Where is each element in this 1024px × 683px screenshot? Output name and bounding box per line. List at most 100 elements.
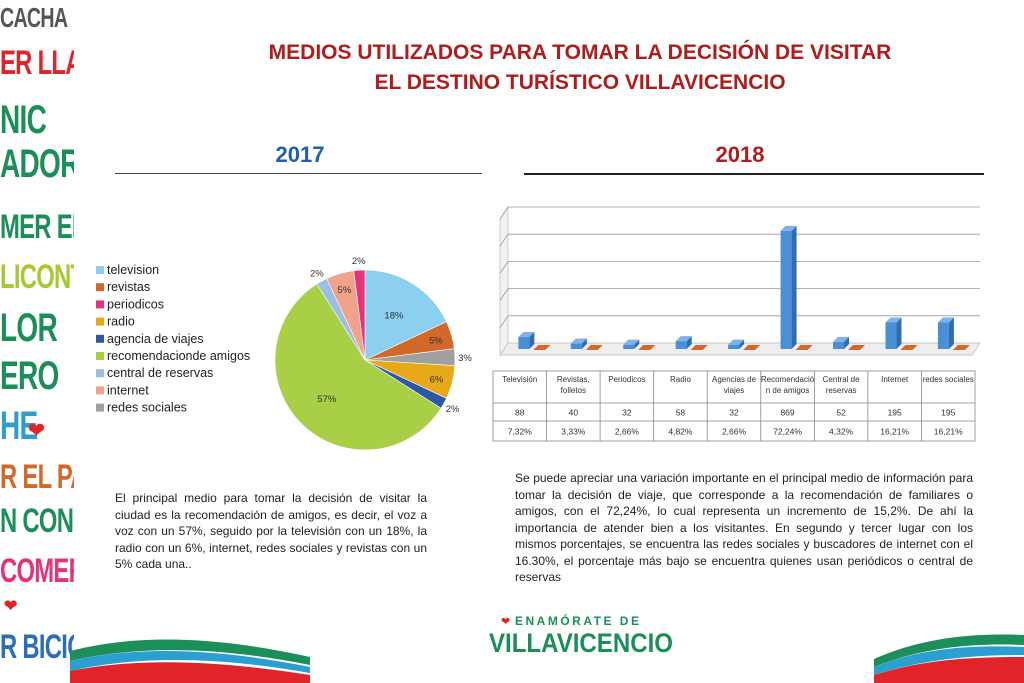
bar-side — [529, 332, 535, 349]
bar-top — [833, 336, 850, 342]
pie-slice — [364, 269, 447, 361]
legend-swatch — [96, 317, 104, 326]
bar-secondary — [585, 345, 603, 350]
logo: ❤ ENAMÓRATE DE VILLAVICENCIO — [489, 613, 673, 658]
decor-word: CACHA — [0, 2, 68, 33]
bar-chart-2018: Televisión 88 7,32% Revistas, folletos 40 3,33… — [492, 205, 981, 442]
bar-side — [948, 317, 954, 349]
logo-bottom-text: VILLAVICENCIO — [489, 628, 673, 658]
bar — [885, 322, 897, 349]
legend-label: television — [107, 263, 159, 277]
bar — [833, 341, 845, 349]
percent-label: 7,32% — [508, 427, 533, 437]
pie-data-label: 3% — [458, 353, 472, 364]
decor-word: LOR — [0, 306, 58, 350]
gridline-side — [499, 233, 509, 247]
bar-top — [937, 317, 954, 323]
legend-swatch — [96, 403, 104, 412]
decor-word: HE — [0, 404, 38, 448]
decor-word: ER LLAN — [0, 44, 74, 82]
bar-top — [728, 339, 745, 345]
value-label: 32 — [622, 408, 632, 418]
bar-top — [623, 339, 640, 345]
legend-label: recomendacionde amigos — [107, 349, 250, 363]
bar-top — [780, 225, 797, 231]
category-label: Central de reservas — [823, 375, 860, 395]
bar-top — [570, 338, 587, 344]
decor-word: MER EL F — [0, 208, 74, 246]
bar-side — [844, 336, 850, 349]
gridline-side — [499, 261, 509, 274]
bar-side — [634, 339, 640, 349]
logo-top-text: ENAMÓRATE DE — [515, 613, 641, 628]
bar-top — [675, 336, 692, 342]
pie-data-label: 2% — [446, 404, 460, 415]
legend-swatch — [96, 334, 104, 343]
category-label: Internet — [881, 375, 909, 384]
decor-word: R BICIC — [0, 628, 74, 666]
percent-label: 2,66% — [615, 427, 640, 437]
legend-swatch — [96, 266, 104, 274]
category-label: Radio — [670, 375, 691, 384]
bar — [675, 341, 687, 349]
pie-data-label: 6% — [430, 374, 444, 385]
percent-label: 72,24% — [773, 427, 802, 437]
legend-swatch — [96, 283, 104, 292]
percent-label: 4,32% — [829, 427, 854, 437]
bar — [937, 322, 949, 349]
bar — [518, 337, 530, 349]
bar-side — [791, 225, 797, 349]
legend-label: radio — [107, 315, 135, 329]
legend-label: periodicos — [107, 297, 164, 311]
percent-label: 2,66% — [722, 427, 747, 437]
heart-icon: ❤ — [28, 420, 45, 442]
legend-label: agencia de viajes — [107, 332, 204, 346]
decor-word: LICONT — [0, 258, 74, 296]
legend-swatch — [96, 352, 104, 360]
description-2017: El principal medio para tomar la decisió… — [115, 491, 427, 571]
divider-2017 — [115, 173, 482, 174]
gridline-side — [499, 315, 509, 329]
category-label: Televisión — [502, 375, 537, 384]
legend-swatch — [96, 386, 104, 395]
category-label: redes sociales — [923, 375, 974, 384]
percent-label: 4,82% — [668, 427, 693, 437]
value-label: 195 — [888, 408, 902, 418]
bar-top — [885, 317, 902, 323]
bar-secondary — [743, 345, 761, 350]
bar-secondary — [533, 345, 551, 350]
bar — [728, 344, 740, 349]
bar-secondary — [795, 345, 813, 350]
value-label: 88 — [515, 408, 525, 418]
bar — [623, 344, 635, 349]
year-2018-heading: 2018 — [715, 142, 765, 167]
legend-label: revistas — [107, 280, 150, 294]
decor-word: ADORE — [0, 142, 74, 186]
decor-word: N CON — [0, 502, 74, 540]
pie-data-label: 2% — [352, 256, 366, 267]
bar-side — [686, 336, 692, 349]
year-2017-heading: 2017 — [275, 142, 325, 167]
pie-slice — [353, 269, 366, 361]
divider-2018 — [524, 173, 984, 175]
category-label: Periodicos — [608, 375, 645, 384]
pie-chart-2017: television revistas periodicos radio agencia… — [96, 256, 472, 450]
value-label: 52 — [836, 408, 846, 418]
decorative-swoosh-right — [874, 634, 1024, 683]
legend-label: internet — [107, 383, 149, 397]
decorative-swoosh-left — [70, 639, 310, 683]
percent-label: 3,33% — [561, 427, 586, 437]
value-label: 869 — [780, 408, 794, 418]
decorative-word-column: CACHA ER LLAN NIC ADORE MER EL F LICONT … — [0, 0, 74, 683]
percent-label: 16,21% — [880, 427, 909, 437]
value-label: 40 — [569, 408, 579, 418]
decor-word: NIC — [0, 98, 47, 142]
page-title: MEDIOS UTILIZADOS PARA TOMAR LA DECISIÓN… — [190, 38, 970, 98]
logo-heart-icon: ❤ — [501, 615, 510, 628]
bar-secondary — [848, 345, 866, 350]
pie-data-label: 57% — [317, 394, 337, 405]
pie-data-label: 2% — [310, 268, 324, 279]
gridline-side — [499, 288, 509, 301]
bar-secondary — [900, 345, 918, 350]
category-label: Revistas, folletos — [557, 375, 590, 395]
